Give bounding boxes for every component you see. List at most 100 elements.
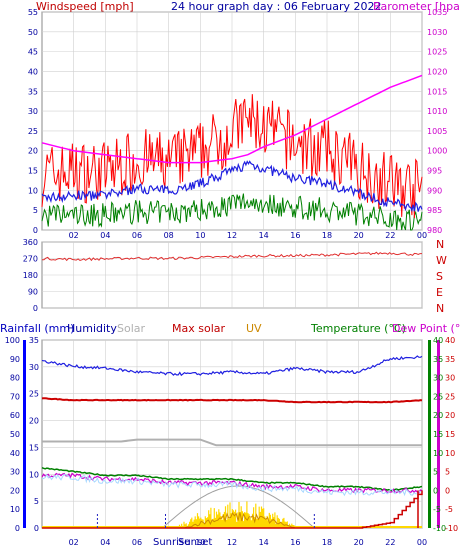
dewpoint-tick-label: 15	[445, 430, 455, 439]
dewpoint-tick-label: -10	[445, 524, 458, 533]
solar-level-line	[42, 438, 422, 447]
windspeed-tick-label: 10	[28, 186, 38, 195]
temperature-tick-label: 20	[433, 411, 443, 420]
temperature-label: Temperature (°C)	[310, 322, 406, 335]
compass-letter: N	[436, 238, 444, 251]
barometer-tick-label: 1005	[427, 127, 447, 136]
dewpoint-tick-label: 10	[445, 449, 455, 458]
barometer-tick-label: 995	[427, 167, 442, 176]
x-axis-ticks: 02 02 04 04 06 06 08 10 10 12 12 14 14 16 16 18 18 20 20 22…	[69, 231, 428, 547]
x-tick-label-top: 04	[100, 231, 110, 240]
direction-tick-label: 360	[23, 238, 38, 247]
windspeed-gust-line	[41, 94, 423, 219]
x-tick-label-top: 06	[132, 231, 142, 240]
sunrise-label: Sunrise	[153, 537, 190, 548]
humidity-tick-label: 80	[10, 374, 20, 383]
temperature-tick-label: 35	[433, 355, 443, 364]
humidity-tick-label: 70	[10, 392, 20, 401]
windspeed-tick-label: 5	[33, 206, 38, 215]
barometer-tick-label: 1010	[427, 107, 447, 116]
barometer-tick-label: 1035	[427, 8, 447, 17]
dewpoint-tick-label: 0	[445, 486, 450, 495]
sunset-label: Sunset	[178, 537, 212, 548]
x-tick-label-top: 18	[322, 231, 332, 240]
x-tick-label-bottom: 02	[69, 538, 79, 547]
wind-direction-line	[42, 251, 422, 262]
rain-tick-label: 25	[29, 390, 39, 399]
humidity-tick-label: 0	[15, 524, 20, 533]
compass-letter: N	[436, 302, 444, 315]
rainfall-label: Rainfall (mm)	[0, 322, 74, 335]
compass-letter: S	[436, 270, 443, 283]
wind-low-line	[41, 193, 423, 231]
direction-tick-label: 180	[23, 271, 38, 280]
windspeed-ticks: 0 5 10 15 20 25 30 35 40 45 50 55	[28, 8, 38, 235]
temperature-tick-label: -5	[433, 505, 441, 514]
x-tick-label-bottom: 04	[100, 538, 110, 547]
uv-line	[184, 512, 296, 529]
barometer-tick-label: 1030	[427, 28, 447, 37]
windspeed-tick-label: 45	[28, 48, 38, 57]
windspeed-tick-label: 25	[28, 127, 38, 136]
temperature-axis-bar	[428, 340, 431, 528]
rain-tick-label: 35	[29, 336, 39, 345]
humidity-tick-label: 40	[10, 449, 20, 458]
humidity-tick-label: 10	[10, 505, 20, 514]
x-tick-label-top: 16	[290, 231, 300, 240]
wind-average-line	[41, 160, 423, 213]
x-tick-label-bottom: 20	[354, 538, 364, 547]
x-tick-label-top: 02	[69, 231, 79, 240]
dewpoint-tick-label: 25	[445, 392, 455, 401]
windspeed-axis-label: Windspeed [mph]	[36, 0, 134, 13]
temperature-tick-label: 25	[433, 392, 443, 401]
x-tick-label-top: 10	[195, 231, 205, 240]
solar-area	[42, 485, 422, 529]
dewpoint-tick-label: 30	[445, 374, 455, 383]
x-tick-label-bottom: 16	[290, 538, 300, 547]
temperature-tick-label: 40	[433, 336, 443, 345]
x-tick-label-bottom: 18	[322, 538, 332, 547]
rain-tick-label: 15	[29, 443, 39, 452]
rainfall-line	[42, 490, 423, 529]
dewpoint-tick-label: -5	[445, 505, 453, 514]
temperature-tick-label: -10	[433, 524, 446, 533]
x-tick-label-top: 08	[164, 231, 174, 240]
dewpoint-tick-label: 5	[445, 468, 450, 477]
dewpoint-tick-label: 35	[445, 355, 455, 364]
compass-letter: E	[436, 286, 443, 299]
x-tick-label-bottom: 00	[417, 538, 427, 547]
windspeed-tick-label: 0	[33, 226, 38, 235]
barometer-tick-label: 1025	[427, 48, 447, 57]
temperature-tick-label: 30	[433, 374, 443, 383]
humidity-tick-label: 30	[10, 468, 20, 477]
dewpoint-axis-bar	[437, 340, 440, 528]
direction-tick-label: 270	[23, 255, 38, 264]
x-tick-label-bottom: 06	[132, 538, 142, 547]
x-tick-label-top: 12	[227, 231, 237, 240]
x-tick-label-top: 20	[354, 231, 364, 240]
temperature-tick-label: 0	[433, 486, 438, 495]
x-tick-label-top: 14	[259, 231, 269, 240]
barometer-tick-label: 985	[427, 206, 442, 215]
rain-tick-label: 0	[34, 524, 39, 533]
chart-title: 24 hour graph day : 06 February 2022	[171, 0, 382, 13]
rain-tick-label: 10	[29, 470, 39, 479]
panel3-series	[41, 355, 423, 529]
x-tick-label-bottom: 12	[227, 538, 237, 547]
direction-tick-label: 0	[33, 304, 38, 313]
temperature-tick-label: 15	[433, 430, 443, 439]
humidity-tick-label: 60	[10, 411, 20, 420]
uv-label: UV	[246, 322, 262, 335]
humidity-line	[41, 355, 423, 377]
temperature-tick-label: 10	[433, 449, 443, 458]
barometer-ticks: 980 985 990 995 1000 1005 1010 1015 1020 1025 1030…	[427, 8, 447, 235]
x-tick-label-top: 00	[417, 231, 427, 240]
humidity-tick-label: 20	[10, 486, 20, 495]
x-tick-label-top: 22	[385, 231, 395, 240]
barometer-axis-label: Barometer [hpa]	[373, 0, 460, 13]
rain-tick-label: 30	[29, 363, 39, 372]
windspeed-tick-label: 30	[28, 107, 38, 116]
windspeed-tick-label: 40	[28, 67, 38, 76]
solar-label: Solar	[117, 322, 146, 335]
